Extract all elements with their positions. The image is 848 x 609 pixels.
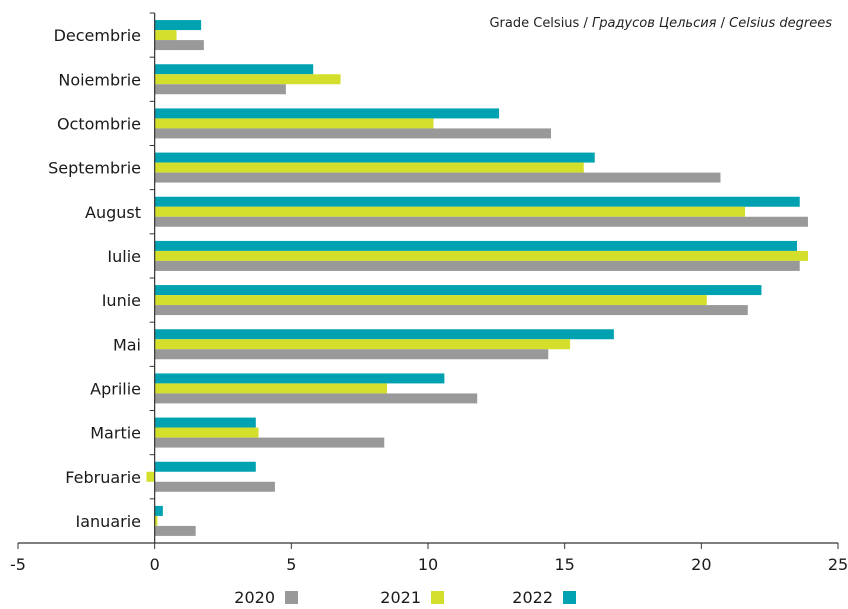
legend-item-2020: 2020 <box>234 588 298 607</box>
bar-2021-septembrie <box>154 162 584 173</box>
legend-label: 2021 <box>380 588 421 607</box>
bar-2020-februarie <box>154 481 275 492</box>
bar-2022-februarie <box>154 461 256 472</box>
bar-2020-august <box>154 216 808 227</box>
category-labels: Ianuarie Februarie Martie Aprilie Mai Iunie Iu… <box>48 26 141 531</box>
bar-2021-noiembrie <box>154 74 341 85</box>
bar-2022-octombrie <box>154 108 500 119</box>
bar-2022-iulie <box>154 240 798 251</box>
category-label: Aprilie <box>90 379 141 398</box>
bar-2022-noiembrie <box>154 64 314 75</box>
bar-2020-mai <box>154 349 549 360</box>
x-tick-label: 5 <box>286 555 296 574</box>
x-tick-label: 0 <box>150 555 160 574</box>
bar-2021-aprilie <box>154 383 387 394</box>
bar-2022-ianuarie <box>154 505 163 516</box>
x-tick-label: 25 <box>828 555 848 574</box>
unit-note-russian: Градусов Цельсия <box>591 16 717 31</box>
bar-2020-septembrie <box>154 172 721 183</box>
bar-2020-martie <box>154 437 385 448</box>
legend-swatch <box>285 591 298 604</box>
bars-group <box>146 20 808 536</box>
legend-label: 2020 <box>234 588 275 607</box>
bar-2021-octombrie <box>154 118 434 129</box>
category-label: Decembrie <box>54 26 141 45</box>
category-label: Iulie <box>107 247 141 266</box>
x-tick-label: -5 <box>10 555 26 574</box>
bar-2021-martie <box>154 427 259 438</box>
category-label: Iunie <box>102 291 141 310</box>
category-label: Februarie <box>65 468 141 487</box>
unit-note-separator: / <box>579 16 592 31</box>
bar-2022-iunie <box>154 285 762 296</box>
unit-note: Grade Celsius / Градусов Цельсия / Celsi… <box>489 16 832 31</box>
unit-note-english: Celsius degrees <box>729 16 832 31</box>
x-tick-label: 10 <box>418 555 438 574</box>
bar-2022-mai <box>154 329 614 340</box>
bar-2022-decembrie <box>154 20 202 31</box>
legend-item-2022: 2022 <box>512 588 576 607</box>
x-tick-label: 20 <box>691 555 711 574</box>
bar-2021-august <box>154 206 746 217</box>
category-label: Martie <box>90 424 141 443</box>
bar-2022-martie <box>154 417 256 428</box>
bar-2020-aprilie <box>154 393 478 404</box>
bar-2021-mai <box>154 339 571 350</box>
legend-swatch <box>563 591 576 604</box>
category-label: Mai <box>113 335 141 354</box>
axes-group: -5 0 5 10 15 20 25 <box>10 12 848 574</box>
bar-2021-ianuarie <box>154 515 158 526</box>
category-label: Noiembrie <box>58 70 141 89</box>
bar-2022-aprilie <box>154 373 445 384</box>
bar-2021-iulie <box>154 250 808 261</box>
legend: 2020 2021 2022 <box>234 588 576 607</box>
category-label: Septembrie <box>48 159 141 178</box>
bar-2021-decembrie <box>154 30 177 41</box>
bar-2021-iunie <box>154 295 707 306</box>
bar-2022-septembrie <box>154 152 595 163</box>
legend-item-2021: 2021 <box>380 588 444 607</box>
unit-note-separator: / <box>716 16 730 31</box>
bar-2021-februarie <box>146 471 155 482</box>
category-label: Ianuarie <box>76 512 141 531</box>
unit-note-romanian: Grade Celsius <box>489 16 580 31</box>
bar-2020-ianuarie <box>154 525 196 536</box>
bar-2020-decembrie <box>154 40 204 51</box>
bar-2020-octombrie <box>154 128 552 139</box>
bar-2020-iulie <box>154 260 800 271</box>
x-tick-label: 15 <box>554 555 574 574</box>
legend-swatch <box>431 591 444 604</box>
category-label: August <box>85 203 141 222</box>
legend-label: 2022 <box>512 588 553 607</box>
category-label: Octombrie <box>57 114 141 133</box>
bar-2020-noiembrie <box>154 84 286 95</box>
bar-2022-august <box>154 196 800 207</box>
bar-2020-iunie <box>154 305 748 316</box>
